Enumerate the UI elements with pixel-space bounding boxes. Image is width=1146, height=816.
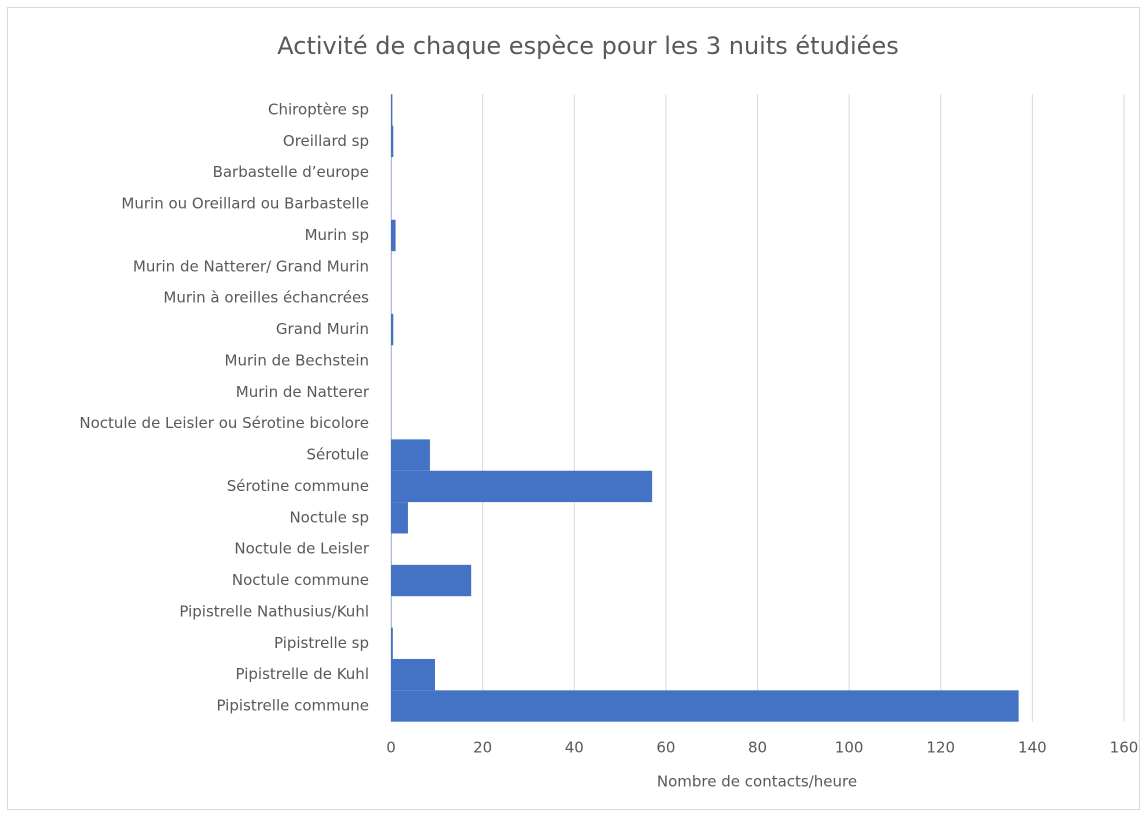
bar: [391, 627, 393, 659]
x-tick-label: 40: [565, 739, 584, 757]
y-tick-label: Chiroptère sp: [268, 100, 369, 118]
y-tick-label: Murin de Natterer: [236, 383, 370, 401]
x-tick-label: 100: [835, 739, 864, 757]
x-tick-label: 160: [1110, 739, 1139, 757]
bar: [391, 470, 653, 503]
bar: [391, 658, 435, 691]
x-tick-label: 60: [656, 739, 675, 757]
x-tick-label: 120: [926, 739, 955, 757]
y-tick-label: Oreillard sp: [283, 132, 369, 150]
y-tick-label: Pipistrelle commune: [216, 697, 369, 715]
bar: [391, 94, 393, 126]
chart-border: [7, 7, 1140, 810]
y-tick-label: Murin de Natterer/ Grand Murin: [133, 257, 369, 275]
y-tick-label: Noctule commune: [232, 571, 369, 589]
y-tick-label: Murin à oreilles échancrées: [163, 289, 369, 307]
y-tick-label: Murin de Bechstein: [225, 351, 369, 369]
x-axis-label: Nombre de contacts/heure: [657, 773, 857, 791]
y-tick-label: Sérotine commune: [227, 477, 369, 495]
bar: [391, 502, 408, 534]
bar: [391, 439, 430, 471]
bar: [391, 125, 394, 158]
y-tick-label: Barbastelle d’europe: [213, 163, 369, 181]
bar: [391, 690, 1019, 722]
chart-title: Activité de chaque espèce pour les 3 nui…: [277, 32, 898, 60]
y-tick-label: Sérotule: [306, 446, 369, 464]
x-tick-label: 80: [748, 739, 767, 757]
x-tick-label: 0: [386, 739, 396, 757]
y-tick-label: Noctule sp: [289, 508, 369, 526]
y-tick-label: Murin sp: [305, 226, 369, 244]
y-tick-label: Noctule de Leisler: [234, 540, 369, 558]
x-tick-label: 20: [473, 739, 492, 757]
x-tick-label: 140: [1018, 739, 1047, 757]
y-tick-label: Murin ou Oreillard ou Barbastelle: [121, 195, 369, 213]
y-tick-label: Pipistrelle sp: [274, 634, 369, 652]
y-tick-label: Pipistrelle de Kuhl: [236, 665, 369, 683]
bar: [391, 564, 472, 597]
y-tick-label: Pipistrelle Nathusius/Kuhl: [179, 602, 369, 620]
y-tick-label: Grand Murin: [276, 320, 369, 338]
bar: [391, 313, 394, 346]
y-tick-label: Noctule de Leisler ou Sérotine bicolore: [79, 414, 369, 432]
bar: [391, 219, 396, 252]
